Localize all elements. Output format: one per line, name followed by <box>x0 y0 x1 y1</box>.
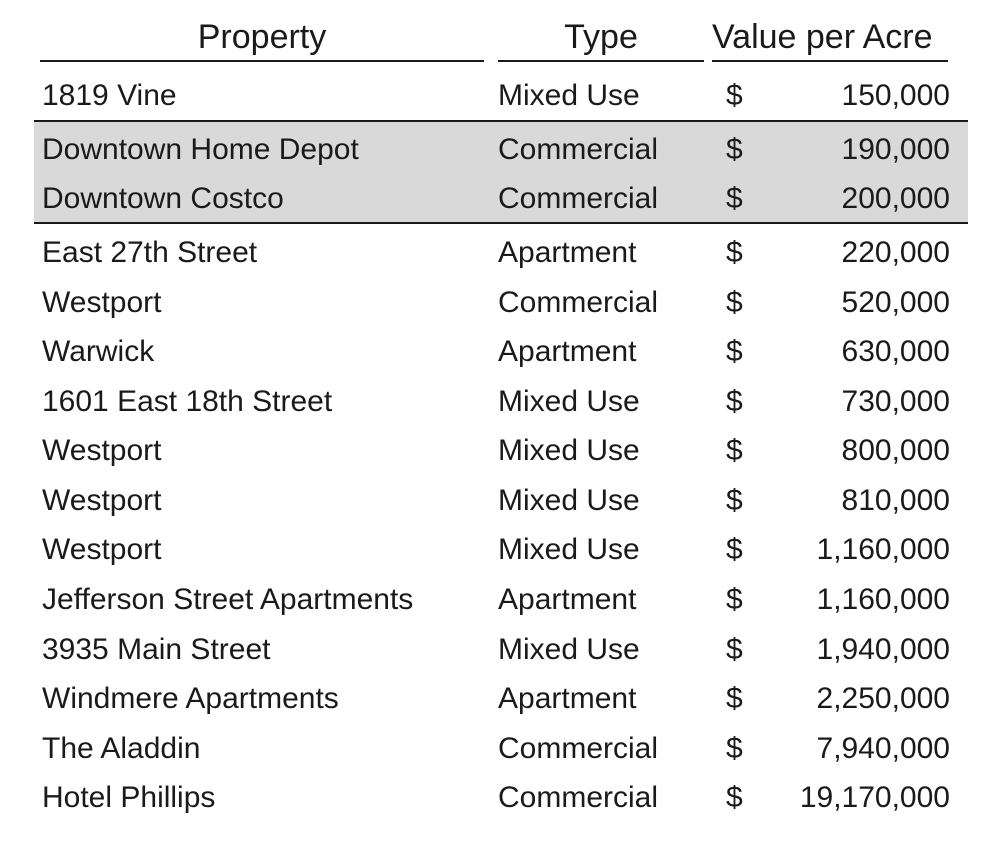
value-per-acre-cell: 800,000 <box>841 434 950 467</box>
currency-symbol: $ <box>726 286 743 319</box>
currency-symbol: $ <box>726 732 743 765</box>
currency-symbol: $ <box>726 182 743 215</box>
header-type: Type <box>564 18 638 56</box>
property-cell: Downtown Costco <box>42 182 284 215</box>
type-cell: Apartment <box>498 335 637 368</box>
currency-symbol: $ <box>726 682 743 715</box>
property-cell: The Aladdin <box>42 732 201 765</box>
currency-symbol: $ <box>726 79 743 112</box>
value-per-acre-cell: 200,000 <box>841 182 950 215</box>
value-per-acre-cell: 190,000 <box>841 133 950 166</box>
type-cell: Mixed Use <box>498 434 640 467</box>
header-underline-type <box>498 60 704 62</box>
type-cell: Commercial <box>498 133 659 166</box>
header-value-per-acre: Value per Acre <box>712 18 933 56</box>
type-cell: Apartment <box>498 583 637 616</box>
property-cell: 3935 Main Street <box>42 633 271 666</box>
currency-symbol: $ <box>726 533 743 566</box>
type-cell: Apartment <box>498 236 637 269</box>
property-cell: Jefferson Street Apartments <box>42 583 414 616</box>
property-cell: Windmere Apartments <box>42 682 339 715</box>
property-cell: 1819 Vine <box>42 79 177 112</box>
property-cell: East 27th Street <box>42 236 258 269</box>
property-cell: Westport <box>42 434 162 467</box>
table-row: 3935 Main Street Mixed Use $1,940,000 <box>0 630 1000 670</box>
highlighted-rows-band <box>34 120 968 224</box>
value-per-acre-cell: 220,000 <box>841 236 950 269</box>
value-per-acre-cell: 630,000 <box>841 335 950 368</box>
table-row: Downtown Costco Commercial $200,000 <box>0 179 1000 219</box>
value-per-acre-cell: 520,000 <box>841 286 950 319</box>
currency-symbol: $ <box>726 484 743 517</box>
table-row: Windmere Apartments Apartment $2,250,000 <box>0 679 1000 719</box>
table-row: Westport Mixed Use $800,000 <box>0 431 1000 471</box>
table-row: Westport Commercial $520,000 <box>0 283 1000 323</box>
table-row: 1819 Vine Mixed Use $150,000 <box>0 76 1000 116</box>
property-cell: Downtown Home Depot <box>42 133 359 166</box>
table-row: Downtown Home Depot Commercial $190,000 <box>0 130 1000 170</box>
value-per-acre-cell: 7,940,000 <box>816 732 950 765</box>
table-row: Warwick Apartment $630,000 <box>0 332 1000 372</box>
type-cell: Commercial <box>498 781 659 814</box>
currency-symbol: $ <box>726 583 743 616</box>
value-per-acre-cell: 1,160,000 <box>816 533 950 566</box>
type-cell: Commercial <box>498 182 659 215</box>
value-per-acre-cell: 2,250,000 <box>816 682 950 715</box>
currency-symbol: $ <box>726 633 743 666</box>
type-cell: Commercial <box>498 732 659 765</box>
property-cell: Westport <box>42 286 162 319</box>
property-cell: Westport <box>42 484 162 517</box>
value-per-acre-cell: 19,170,000 <box>799 781 950 814</box>
property-cell: Westport <box>42 533 162 566</box>
currency-symbol: $ <box>726 236 743 269</box>
table-row: Westport Mixed Use $810,000 <box>0 481 1000 521</box>
currency-symbol: $ <box>726 335 743 368</box>
table-row: Westport Mixed Use $1,160,000 <box>0 530 1000 570</box>
type-cell: Mixed Use <box>498 79 640 112</box>
currency-symbol: $ <box>726 781 743 814</box>
table-row: 1601 East 18th Street Mixed Use $730,000 <box>0 382 1000 422</box>
currency-symbol: $ <box>726 385 743 418</box>
type-cell: Mixed Use <box>498 633 640 666</box>
header-underline-value <box>712 60 948 62</box>
currency-symbol: $ <box>726 133 743 166</box>
property-cell: 1601 East 18th Street <box>42 385 333 418</box>
value-per-acre-cell: 1,160,000 <box>816 583 950 616</box>
type-cell: Apartment <box>498 682 637 715</box>
type-cell: Mixed Use <box>498 533 640 566</box>
value-per-acre-cell: 150,000 <box>841 79 950 112</box>
type-cell: Commercial <box>498 286 659 319</box>
property-cell: Warwick <box>42 335 155 368</box>
currency-symbol: $ <box>726 434 743 467</box>
table-row: Hotel Phillips Commercial $19,170,000 <box>0 778 1000 818</box>
table-row: East 27th Street Apartment $220,000 <box>0 233 1000 273</box>
value-per-acre-cell: 730,000 <box>841 385 950 418</box>
value-per-acre-cell: 810,000 <box>841 484 950 517</box>
type-cell: Mixed Use <box>498 484 640 517</box>
table-row: The Aladdin Commercial $7,940,000 <box>0 729 1000 769</box>
property-cell: Hotel Phillips <box>42 781 216 814</box>
header-property: Property <box>197 18 327 56</box>
value-per-acre-cell: 1,940,000 <box>816 633 950 666</box>
header-underline-property <box>40 60 484 62</box>
table-row: Jefferson Street Apartments Apartment $1,1… <box>0 580 1000 620</box>
type-cell: Mixed Use <box>498 385 640 418</box>
